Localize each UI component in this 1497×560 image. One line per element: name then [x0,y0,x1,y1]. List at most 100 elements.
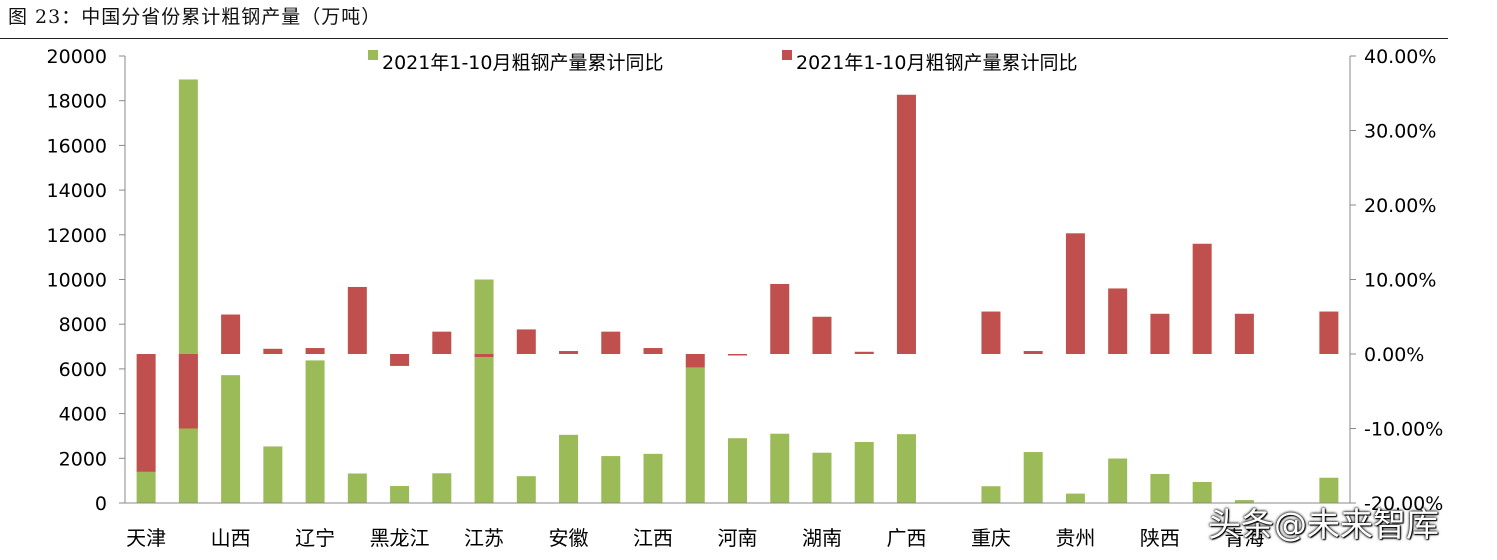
production-bar [770,433,790,503]
x-tick-label: 江苏 [464,526,504,550]
production-bar [1234,500,1254,503]
production-bar [728,438,747,503]
right-tick-label: 10.00% [1364,270,1436,292]
left-tick-label: 16000 [47,135,107,157]
right-tick-label: 0.00% [1364,344,1424,366]
yoy-bar [643,348,663,354]
x-tick-label: 河南 [718,526,758,550]
legend: 2021年1-10月粗钢产量累计同比 2021年1-10月粗钢产量累计同比 [368,50,1077,74]
yoy-bar [1234,313,1254,354]
production-bar [1192,481,1212,503]
production-bar [474,279,494,503]
yoy-bar [178,354,198,429]
yoy-bar [685,354,705,368]
production-bar [601,456,621,503]
yoy-bars [136,94,1339,472]
production-bar [263,446,283,503]
x-tick-label: 湖南 [802,526,842,550]
yoy-bar [1319,311,1339,354]
legend-swatch-red [782,50,792,60]
yoy-bar [347,286,367,354]
x-tick-label: 天津 [126,526,166,550]
yoy-bar [474,354,494,357]
x-tick-label: 安徽 [549,526,589,550]
yoy-bar [770,283,790,354]
yoy-bar [221,314,241,354]
yoy-bar [1108,288,1128,354]
left-tick-label: 8000 [59,314,107,336]
production-bar [643,453,663,503]
production-bar [347,473,367,503]
yoy-bar [263,348,283,354]
x-tick-label: 江西 [633,526,673,550]
yoy-bar [1192,243,1212,354]
yoy-bar [305,348,325,354]
yoy-bar [390,354,410,366]
x-tick-label: 广西 [886,526,926,550]
right-tick-label: 30.00% [1364,121,1436,143]
production-bar [1023,452,1043,503]
left-tick-label: 18000 [47,91,107,113]
production-bar [1150,473,1170,503]
yoy-bar [854,351,874,354]
yoy-bar [136,354,156,472]
watermark: 头条@未来智库 [1208,505,1439,544]
x-tick-label: 贵州 [1055,526,1095,550]
production-bars [136,79,1339,503]
x-tick-label: 陕西 [1140,526,1180,550]
production-bar [559,434,579,503]
production-bar [812,452,832,503]
production-bar [981,486,1001,503]
production-bar [136,470,156,503]
production-bar [896,434,916,503]
yoy-bar [1023,351,1043,354]
right-y-axis: -20.00% -10.00% 0.00% 10.00% 20.00% 30.00% 40.… [1349,46,1443,515]
left-tick-label: 12000 [47,225,107,247]
yoy-bar [812,316,832,354]
left-y-axis: 0 2000 4000 6000 8000 10000 12000 14000 16000 180… [47,46,126,515]
x-tick-label: 山西 [211,526,251,550]
left-tick-label: 0 [95,493,107,515]
x-tick-label: 青海 [1224,526,1264,550]
production-bar [178,79,198,503]
production-bar [432,473,452,503]
yoy-bar [896,94,916,355]
left-tick-label: 20000 [47,46,107,68]
x-axis: 天津 山西 辽宁 黑龙江 江苏 安徽 江西 河南 湖南 广西 重庆 贵州 陕西 青海 [125,502,1350,550]
yoy-bar [728,354,747,356]
right-tick-label: -20.00% [1364,493,1443,515]
production-bar [1319,477,1339,503]
figure-title: 图 23：中国分省份累计粗钢产量（万吨） [8,6,382,28]
legend-label-green: 2021年1-10月粗钢产量累计同比 [382,52,663,74]
right-tick-label: 20.00% [1364,195,1436,217]
production-bar [221,375,241,503]
x-tick-label: 黑龙江 [370,526,430,550]
left-tick-label: 6000 [59,359,107,381]
yoy-bar [1150,313,1170,354]
yoy-bar [981,311,1001,354]
x-tick-label: 重庆 [971,526,1011,550]
yoy-bar [432,331,452,354]
x-tick-label: 辽宁 [295,526,335,550]
left-tick-label: 2000 [59,448,107,470]
yoy-bar [601,331,621,354]
right-tick-label: -10.00% [1364,419,1443,441]
production-bar [390,486,410,503]
title-divider [0,38,1448,39]
production-bar [305,360,325,503]
production-bar [854,441,874,503]
yoy-bar [1065,233,1085,354]
production-bar [1108,458,1128,503]
production-bar [1065,493,1085,503]
left-tick-label: 14000 [47,180,107,202]
yoy-bar [559,351,579,354]
legend-swatch-green [368,50,378,60]
production-bar [516,476,536,503]
left-tick-label: 4000 [59,404,107,426]
left-tick-label: 10000 [47,270,107,292]
production-bar [685,367,705,503]
yoy-bar [516,329,536,354]
legend-label-red: 2021年1-10月粗钢产量累计同比 [796,52,1077,74]
right-tick-label: 40.00% [1364,46,1436,68]
